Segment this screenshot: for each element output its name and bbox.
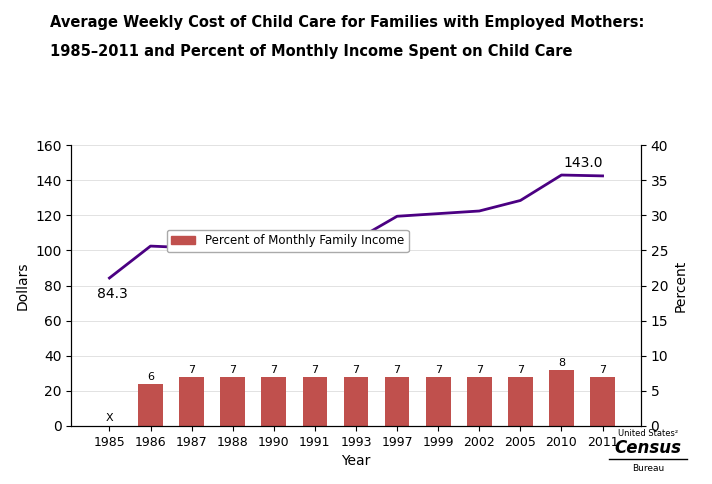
Text: 7: 7	[188, 365, 195, 376]
Text: 7: 7	[394, 365, 401, 376]
Text: 8: 8	[558, 358, 565, 368]
Bar	[138, 384, 163, 426]
Text: Bureau: Bureau	[632, 464, 664, 473]
Bar	[508, 377, 533, 426]
Legend: Percent of Monthly Family Income: Percent of Monthly Family Income	[167, 230, 409, 252]
Text: Average Weekly Cost of Child Care for Families with Employed Mothers:: Average Weekly Cost of Child Care for Fa…	[50, 15, 644, 30]
Text: 84.3: 84.3	[97, 287, 128, 301]
Text: 7: 7	[311, 365, 318, 376]
Text: 7: 7	[517, 365, 524, 376]
Text: 7: 7	[352, 365, 360, 376]
Bar	[221, 377, 245, 426]
Text: Census: Census	[614, 439, 681, 457]
Text: 143.0: 143.0	[563, 156, 603, 170]
Text: 7: 7	[476, 365, 483, 376]
Bar	[590, 377, 615, 426]
Bar	[467, 377, 491, 426]
Text: X: X	[105, 413, 113, 424]
Bar	[179, 377, 204, 426]
X-axis label: Year: Year	[341, 454, 371, 468]
Y-axis label: Percent: Percent	[674, 259, 688, 312]
Text: 6: 6	[147, 372, 154, 382]
Text: United States²: United States²	[618, 429, 678, 438]
Text: 7: 7	[229, 365, 236, 376]
Bar	[549, 370, 574, 426]
Text: 7: 7	[434, 365, 441, 376]
Bar	[426, 377, 451, 426]
Y-axis label: Dollars: Dollars	[16, 261, 29, 310]
Bar	[261, 377, 286, 426]
Text: 1985–2011 and Percent of Monthly Income Spent on Child Care: 1985–2011 and Percent of Monthly Income …	[50, 44, 572, 59]
Bar	[344, 377, 368, 426]
Text: 7: 7	[271, 365, 278, 376]
Bar	[384, 377, 409, 426]
Bar	[303, 377, 328, 426]
Text: 7: 7	[599, 365, 606, 376]
